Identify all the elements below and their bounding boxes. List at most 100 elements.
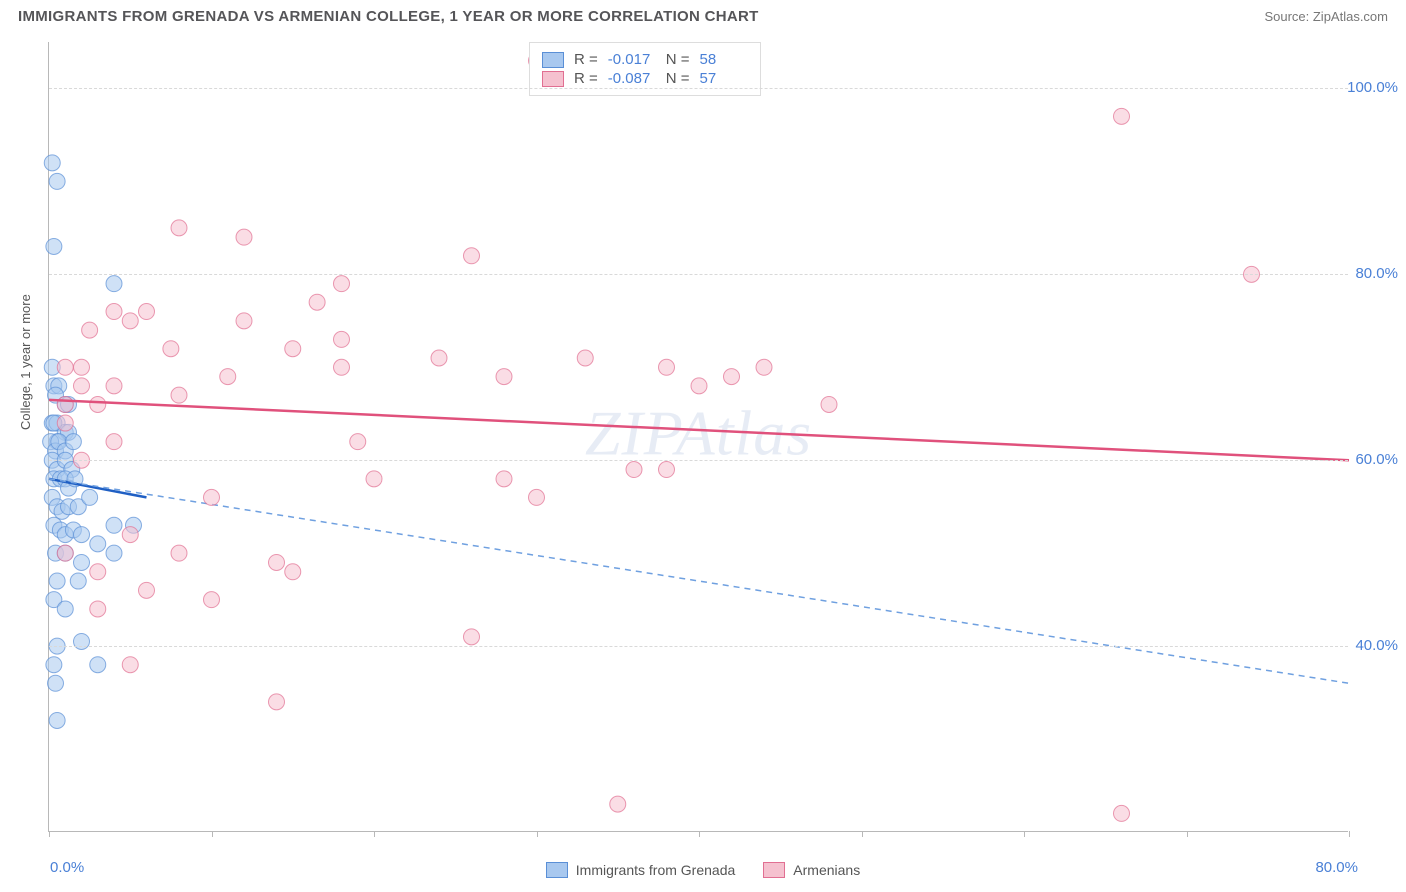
swatch-grenada-icon (546, 862, 568, 878)
data-point (163, 341, 179, 357)
data-point (57, 396, 73, 412)
y-axis-label: College, 1 year or more (18, 294, 33, 430)
series-legend: Immigrants from Grenada Armenians (0, 862, 1406, 878)
chart-title: IMMIGRANTS FROM GRENADA VS ARMENIAN COLL… (18, 8, 759, 25)
data-point (106, 378, 122, 394)
data-point (220, 369, 236, 385)
r-label: R = (574, 70, 598, 87)
legend-row-armenians: R = -0.087 N = 57 (542, 70, 748, 87)
data-point (496, 471, 512, 487)
y-tick-label: 60.0% (1355, 451, 1398, 468)
data-point (626, 462, 642, 478)
source-attribution: Source: ZipAtlas.com (1264, 9, 1388, 24)
trend-line-dashed (49, 479, 1349, 683)
data-point (334, 276, 350, 292)
data-point (74, 554, 90, 570)
data-point (464, 248, 480, 264)
y-tick-label: 40.0% (1355, 637, 1398, 654)
legend-label-armenians: Armenians (793, 862, 860, 878)
data-point (659, 462, 675, 478)
data-point (691, 378, 707, 394)
data-point (46, 238, 62, 254)
n-label: N = (666, 70, 690, 87)
data-point (82, 489, 98, 505)
y-tick-label: 80.0% (1355, 265, 1398, 282)
swatch-grenada (542, 52, 564, 68)
data-point (65, 434, 81, 450)
data-point (496, 369, 512, 385)
data-point (49, 573, 65, 589)
data-point (106, 434, 122, 450)
data-point (122, 313, 138, 329)
legend-row-grenada: R = -0.017 N = 58 (542, 51, 748, 68)
data-point (57, 601, 73, 617)
swatch-armenians-icon (763, 862, 785, 878)
data-point (610, 796, 626, 812)
data-point (821, 396, 837, 412)
swatch-armenians (542, 71, 564, 87)
data-point (49, 712, 65, 728)
data-point (90, 536, 106, 552)
data-point (48, 675, 64, 691)
data-point (106, 517, 122, 533)
data-point (57, 415, 73, 431)
data-point (171, 387, 187, 403)
data-point (269, 694, 285, 710)
data-point (139, 304, 155, 320)
data-point (529, 489, 545, 505)
data-point (366, 471, 382, 487)
r-label: R = (574, 51, 598, 68)
data-point (90, 396, 106, 412)
data-point (82, 322, 98, 338)
data-point (74, 378, 90, 394)
legend-item-armenians: Armenians (763, 862, 860, 878)
data-point (106, 276, 122, 292)
data-point (90, 601, 106, 617)
data-point (70, 573, 86, 589)
legend-label-grenada: Immigrants from Grenada (576, 862, 736, 878)
data-point (577, 350, 593, 366)
data-point (204, 489, 220, 505)
data-point (171, 545, 187, 561)
data-point (1114, 805, 1130, 821)
data-point (431, 350, 447, 366)
data-point (44, 155, 60, 171)
data-point (90, 564, 106, 580)
data-point (49, 173, 65, 189)
r-value-armenians: -0.087 (608, 70, 656, 87)
data-point (139, 582, 155, 598)
data-point (659, 359, 675, 375)
data-point (57, 359, 73, 375)
data-point (464, 629, 480, 645)
data-point (756, 359, 772, 375)
n-value-armenians: 57 (700, 70, 748, 87)
data-point (74, 527, 90, 543)
r-value-grenada: -0.017 (608, 51, 656, 68)
source-name: ZipAtlas.com (1313, 9, 1388, 24)
data-point (724, 369, 740, 385)
legend-item-grenada: Immigrants from Grenada (546, 862, 736, 878)
n-label: N = (666, 51, 690, 68)
data-point (236, 229, 252, 245)
data-point (57, 545, 73, 561)
scatter-plot-svg (49, 42, 1348, 831)
data-point (204, 592, 220, 608)
data-point (334, 359, 350, 375)
data-point (46, 657, 62, 673)
data-point (309, 294, 325, 310)
data-point (269, 554, 285, 570)
trend-line (49, 400, 1349, 460)
data-point (350, 434, 366, 450)
data-point (334, 331, 350, 347)
data-point (171, 220, 187, 236)
data-point (1114, 108, 1130, 124)
source-prefix: Source: (1264, 9, 1312, 24)
data-point (236, 313, 252, 329)
data-point (285, 564, 301, 580)
data-point (122, 527, 138, 543)
n-value-grenada: 58 (700, 51, 748, 68)
data-point (285, 341, 301, 357)
y-tick-label: 100.0% (1347, 79, 1398, 96)
data-point (74, 359, 90, 375)
data-point (106, 304, 122, 320)
